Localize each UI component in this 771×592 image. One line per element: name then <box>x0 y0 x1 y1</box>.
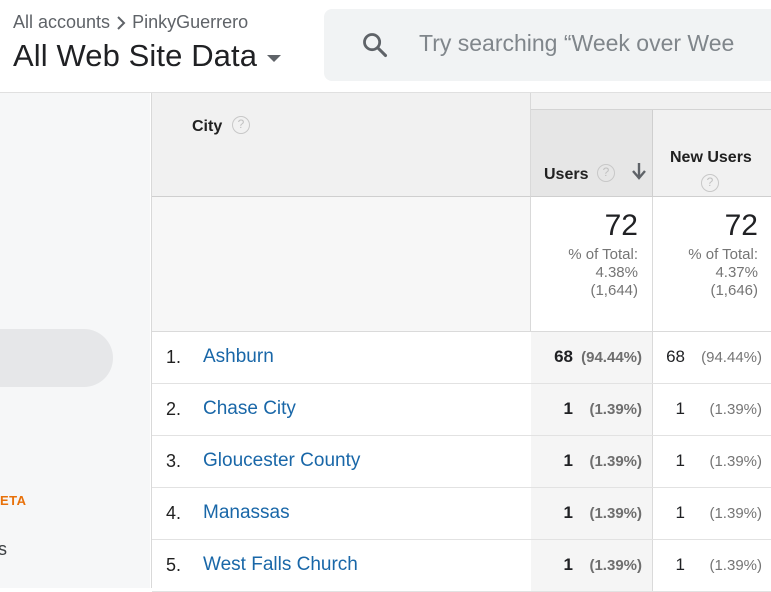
users-cell: 68 (94.44%) <box>531 332 653 383</box>
help-icon[interactable]: ? <box>232 116 250 134</box>
breadcrumb[interactable]: All accounts PinkyGuerrero <box>13 12 248 33</box>
new-users-cell: 1 (1.39%) <box>653 436 771 487</box>
metric-group-header <box>531 93 771 110</box>
arrow-down-icon[interactable] <box>629 160 649 182</box>
new-users-pct: (1.39%) <box>709 505 762 522</box>
city-link[interactable]: Chase City <box>203 398 296 419</box>
users-value: 1 <box>563 555 573 574</box>
new-users-cell: 68 (94.44%) <box>653 332 771 383</box>
pct-label: % of Total: <box>688 246 758 263</box>
sidebar-item-active[interactable] <box>0 329 113 387</box>
users-pct: (1.39%) <box>589 453 642 470</box>
pct-of: (1,644) <box>590 282 638 299</box>
users-header-label: Users <box>544 166 589 183</box>
new-users-total-value: 72 <box>724 209 758 242</box>
users-pct: (1.39%) <box>589 401 642 418</box>
totals-row-label <box>152 197 531 332</box>
row-rank: 4. <box>166 503 182 523</box>
new-users-column-header[interactable]: New Users ? <box>653 110 771 197</box>
beta-badge: ETA <box>0 493 27 508</box>
row-rank: 3. <box>166 451 182 471</box>
new-users-total-pct: % of Total: 4.37% (1,646) <box>688 246 758 300</box>
users-cell: 1 (1.39%) <box>531 540 653 591</box>
new-users-total: 72 % of Total: 4.37% (1,646) <box>653 197 771 332</box>
users-pct: (1.39%) <box>589 505 642 522</box>
new-users-pct: (1.39%) <box>709 401 762 418</box>
chevron-right-icon <box>117 15 126 30</box>
report-table: City ? Users ? New Users ? 72 % of Total… <box>151 93 771 592</box>
row-rank: 1. <box>166 347 182 367</box>
users-total-value: 72 <box>604 209 638 242</box>
row-rank: 2. <box>166 399 182 419</box>
breadcrumb-property[interactable]: PinkyGuerrero <box>132 12 249 32</box>
table-row: 3. Gloucester County 1 (1.39%) 1 (1.39%) <box>152 436 771 488</box>
header: All accounts PinkyGuerrero All Web Site … <box>0 0 771 93</box>
users-value: 1 <box>563 451 573 470</box>
city-link[interactable]: Manassas <box>203 502 290 523</box>
help-icon[interactable]: ? <box>701 174 719 192</box>
new-users-pct: (1.39%) <box>709 557 762 574</box>
new-users-cell: 1 (1.39%) <box>653 540 771 591</box>
table-row: 4. Manassas 1 (1.39%) 1 (1.39%) <box>152 488 771 540</box>
new-users-header-label: New Users <box>670 149 752 166</box>
users-value: 68 <box>554 347 573 366</box>
search-box[interactable]: Try searching “Week over Wee <box>324 9 771 81</box>
users-cell: 1 (1.39%) <box>531 436 653 487</box>
users-value: 1 <box>563 503 573 522</box>
users-column-header[interactable]: Users ? <box>531 110 653 197</box>
new-users-value: 1 <box>675 399 685 418</box>
users-pct: (94.44%) <box>581 349 642 366</box>
new-users-value: 1 <box>675 503 685 522</box>
view-title: All Web Site Data <box>13 38 258 73</box>
sidebar: ETA s <box>0 93 150 588</box>
table-row: 2. Chase City 1 (1.39%) 1 (1.39%) <box>152 384 771 436</box>
new-users-pct: (94.44%) <box>701 349 762 366</box>
users-value: 1 <box>563 399 573 418</box>
new-users-value: 68 <box>666 347 685 366</box>
pct-label: % of Total: <box>568 246 638 263</box>
users-total-pct: % of Total: 4.38% (1,644) <box>568 246 638 300</box>
pct-of: (1,646) <box>710 282 758 299</box>
new-users-value: 1 <box>675 451 685 470</box>
search-input[interactable]: Try searching “Week over Wee <box>419 30 735 56</box>
users-cell: 1 (1.39%) <box>531 384 653 435</box>
city-link[interactable]: Ashburn <box>203 346 274 367</box>
view-selector[interactable]: All Web Site Data <box>13 38 282 74</box>
dimension-header: City ? <box>152 93 531 197</box>
search-icon <box>363 33 388 58</box>
sidebar-item-label[interactable]: s <box>0 539 7 559</box>
city-column-header[interactable]: City <box>192 118 223 135</box>
breadcrumb-account[interactable]: All accounts <box>13 12 111 32</box>
new-users-cell: 1 (1.39%) <box>653 488 771 539</box>
caret-down-icon <box>267 54 282 62</box>
table-row: 1. Ashburn 68 (94.44%) 68 (94.44%) <box>152 332 771 384</box>
help-icon[interactable]: ? <box>597 164 615 182</box>
users-pct: (1.39%) <box>589 557 642 574</box>
city-link[interactable]: Gloucester County <box>203 450 361 471</box>
users-total: 72 % of Total: 4.38% (1,644) <box>531 197 653 332</box>
users-cell: 1 (1.39%) <box>531 488 653 539</box>
row-rank: 5. <box>166 555 182 575</box>
pct-value: 4.37% <box>715 264 758 281</box>
new-users-pct: (1.39%) <box>709 453 762 470</box>
city-link[interactable]: West Falls Church <box>203 554 358 575</box>
new-users-cell: 1 (1.39%) <box>653 384 771 435</box>
new-users-value: 1 <box>675 555 685 574</box>
table-row: 5. West Falls Church 1 (1.39%) 1 (1.39%) <box>152 540 771 592</box>
pct-value: 4.38% <box>595 264 638 281</box>
